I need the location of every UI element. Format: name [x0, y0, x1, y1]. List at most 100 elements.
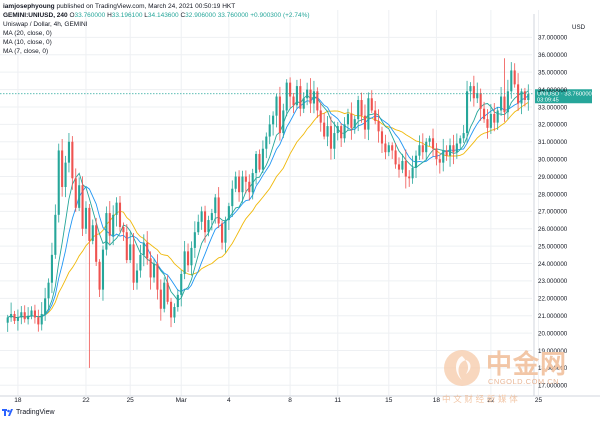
candle-body [47, 282, 50, 299]
y-tick-label: 27.000000 [538, 209, 568, 216]
candle-body [50, 254, 53, 283]
candle-body [197, 221, 200, 233]
x-tick-label: 4 [227, 397, 231, 404]
candle-body [513, 70, 516, 85]
y-tick-label: 19.000000 [538, 348, 568, 355]
candle-body [476, 93, 479, 99]
cngold-domain: CNGOLD.COM.CN [488, 377, 560, 386]
ohlc-value: 34.143600 [147, 12, 179, 19]
ma20-legend[interactable]: MA (20, close, 0) [3, 30, 52, 37]
candle-body [503, 96, 506, 113]
candle-body [251, 173, 254, 193]
y-tick-label: 37.000000 [538, 35, 568, 42]
candle-body [135, 270, 139, 283]
candle-body [244, 176, 247, 182]
candle-body [367, 98, 370, 130]
candle-body [462, 133, 465, 139]
ma-line-7 [7, 90, 529, 318]
candle-body [265, 136, 268, 149]
published-text: published on TradingView.com, March 24, … [56, 3, 236, 10]
symbol-text[interactable]: GEMINI:UNIUSD, 240 [3, 12, 68, 19]
y-tick-label: 21.000000 [538, 313, 568, 320]
candle-body [30, 310, 33, 316]
candle-body [272, 115, 275, 125]
candle-body [67, 141, 71, 163]
candle-body [387, 145, 390, 153]
candle-body [44, 298, 47, 314]
candle-body [448, 145, 452, 156]
candle-body [101, 249, 105, 290]
y-tick-label: 28.000000 [538, 191, 568, 198]
ohlc-value: 33.196100 [111, 12, 143, 19]
candle-body [370, 98, 373, 111]
candle-body [166, 282, 169, 302]
candle-body [152, 263, 156, 278]
last-price-tag [535, 89, 592, 104]
candle-body [210, 213, 213, 221]
candle-body [408, 176, 411, 179]
ohlc-label: H [105, 12, 112, 19]
ma10-legend[interactable]: MA (10, close, 0) [3, 39, 52, 46]
ohlc-label: C [178, 12, 186, 19]
candle-body [214, 197, 217, 214]
candle-body [323, 122, 326, 137]
candle-body [275, 96, 278, 116]
y-tick-label: 25.000000 [538, 243, 568, 250]
candle-body [105, 213, 108, 250]
candle-body [285, 82, 288, 111]
candle-body [517, 84, 520, 104]
y-tick-label: 18.000000 [538, 365, 568, 372]
x-tick-label: 25 [127, 397, 135, 404]
candle-body [455, 143, 458, 153]
candle-body [268, 124, 271, 137]
change-text: +0.900300 (+2.74%) [250, 12, 310, 19]
publisher-name[interactable]: iamjosephyoung [3, 3, 55, 10]
ohlc-values: O33.760000 H33.196100 L34.143600 C32.906… [69, 12, 250, 19]
x-tick-label: 25 [535, 397, 543, 404]
candle-body [122, 227, 125, 233]
symbol-line: GEMINI:UNIUSD, 240 O33.760000 H33.196100… [3, 12, 310, 20]
y-tick-label: 26.000000 [538, 226, 568, 233]
candle-body [241, 176, 244, 193]
ohlc-value: 32.906000 [185, 12, 216, 19]
candle-body [156, 263, 159, 290]
candle-body [380, 131, 384, 144]
candle-body [33, 310, 36, 318]
candle-body [183, 251, 186, 274]
candle-body [510, 70, 513, 92]
candle-body [282, 110, 285, 134]
candle-body [493, 113, 496, 123]
candle-body [363, 115, 367, 130]
candle-body [37, 317, 40, 325]
candle-body [336, 126, 339, 134]
candle-body [411, 167, 414, 179]
candle-body [483, 108, 486, 120]
axes: 37.000000 36.000000 35.000000 34.000000 33.0… [0, 14, 600, 404]
ohlc-label: O [69, 12, 75, 19]
candle-body [309, 89, 312, 104]
candle-body [452, 145, 455, 153]
candle-body [489, 113, 492, 128]
y-tick-label: 30.000000 [538, 156, 568, 163]
candle-body [20, 312, 23, 318]
y-tick-label: 17.000000 [538, 383, 568, 390]
candle-body [319, 110, 322, 123]
candle-body [61, 150, 64, 187]
ma7-legend[interactable]: MA (7, close, 0) [3, 48, 49, 55]
candle-body [295, 86, 298, 106]
x-tick-label: 18 [433, 397, 441, 404]
tradingview-logo[interactable]: TradingView [2, 408, 55, 417]
candle-body [142, 242, 145, 255]
candle-body [438, 159, 441, 163]
candle-body [360, 100, 363, 116]
candle-body [88, 207, 91, 241]
x-tick-label: 22 [487, 397, 495, 404]
ohlc-value: 33.760000 [74, 12, 106, 19]
candles [6, 58, 530, 368]
candle-body [255, 153, 258, 174]
candle-body [193, 232, 196, 248]
candle-body [115, 202, 118, 215]
candle-body [139, 254, 142, 271]
